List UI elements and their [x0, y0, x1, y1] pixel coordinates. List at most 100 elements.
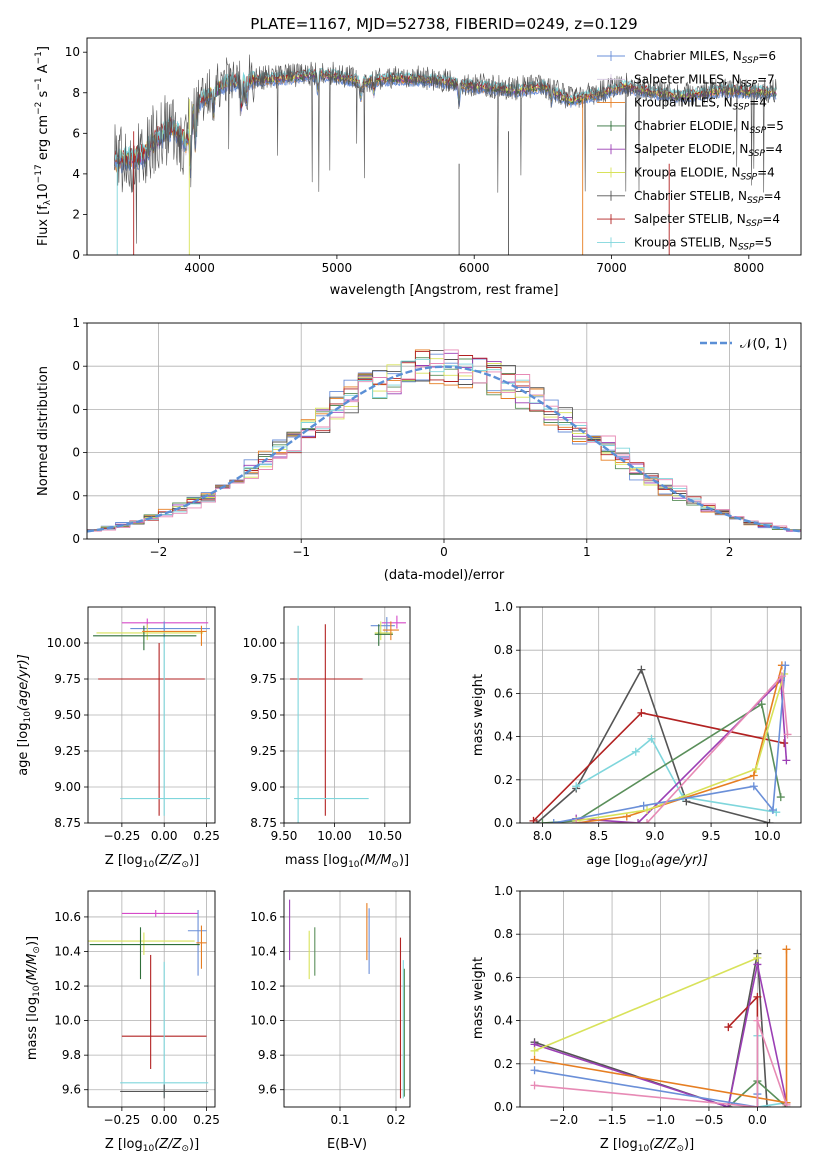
legend-label-4: Salpeter ELODIE, NSSP=4 — [634, 142, 783, 159]
spectrum-legend: Chabrier MILES, NSSP=6 Salpeter MILES, NS… — [597, 49, 784, 252]
mass_weight_vs_age-marker-2-1 — [631, 747, 640, 756]
x-tick-label: 10.0 — [754, 829, 781, 843]
y-tick-label: 0.8 — [494, 927, 513, 941]
mass_weight_vs_Z-marker-8-3 — [782, 1100, 791, 1107]
y-tick-label: 0.4 — [494, 730, 513, 744]
legend-gauss-label: 𝒩(0, 1) — [740, 337, 787, 352]
x-tick-label: 9.0 — [645, 829, 664, 843]
residuals-ylabel: Normed distribution — [36, 366, 51, 496]
mass_weight_vs_age-marker-7-0 — [549, 819, 558, 823]
mass-vs-ebv-axes: 0.1 0.2 9.6 9.8 10.0 10.2 10.4 10.6 — [250, 890, 411, 1127]
mass-weight-vs-Z-plot-area — [520, 891, 801, 1107]
x-tick-label: 10.50 — [368, 829, 402, 843]
y-tick-label: 4 — [72, 167, 80, 181]
mass-weight-vs-Z-axes: −2.0 −1.5 −1.0 −0.5 0.0 0.0 0.2 0.4 0.6 0.8 1.0 — [494, 884, 802, 1127]
mass_weight_vs_age-line-5 — [576, 665, 783, 823]
gaussian-curve — [87, 365, 801, 533]
y-tick-label: 1.0 — [494, 884, 513, 898]
y-tick-label: 9.25 — [250, 744, 277, 758]
y-tick-label: 2 — [72, 207, 80, 221]
age-vs-Z-axes: −0.25 0.00 0.25 8.75 9.00 9.25 9.50 9.75 10.00 — [47, 606, 220, 843]
x-tick-label: 6000 — [459, 261, 490, 275]
x-tick-label: 10.00 — [317, 829, 351, 843]
y-tick-label: 9.8 — [258, 1048, 277, 1062]
spectrum-ylabel: Flux [fλ10−17 erg cm−2 s−1 A−1] — [34, 46, 53, 246]
mass_weight_vs_age-marker-4-1 — [634, 819, 643, 823]
residuals-plot-area — [87, 323, 801, 539]
y-tick-label: 0 — [72, 402, 80, 416]
x-tick-label: 9.5 — [702, 829, 721, 843]
spectrum-axes: 4000 5000 6000 7000 8000 0 2 4 6 8 10 — [65, 37, 802, 275]
spectrum-title: PLATE=1167, MJD=52738, FIBERID=0249, z=0… — [250, 15, 637, 33]
mass-weight-vs-age-axes: 8.0 8.5 9.0 9.5 10.0 0.0 0.2 0.4 0.6 0.8 1.0 — [494, 600, 802, 843]
axes-frame — [87, 890, 216, 1108]
y-tick-label: 0.4 — [494, 1014, 513, 1028]
mass-weight-vs-age-xlabel: age [log10(age/yr)] — [586, 853, 708, 870]
x-tick-label: 0.1 — [330, 1113, 349, 1127]
y-tick-label: 8.75 — [250, 816, 277, 830]
y-tick-label: 10 — [65, 45, 80, 59]
y-tick-label: 8 — [72, 86, 80, 100]
y-tick-label: 10.6 — [250, 910, 277, 924]
y-tick-label: 9.8 — [62, 1048, 81, 1062]
y-tick-label: 10.00 — [47, 636, 81, 650]
mass_weight_vs_age-marker-7-1 — [639, 801, 648, 810]
y-tick-label: 9.6 — [258, 1083, 277, 1097]
age-vs-Z-plot-area — [88, 607, 215, 823]
x-tick-label: −0.5 — [694, 1113, 723, 1127]
mass-vs-ebv-panel: 0.1 0.2 9.6 9.8 10.0 10.2 10.4 10.6 E(B-V) — [250, 890, 411, 1152]
mass-vs-Z-ylabel: mass [log10(M/M⊙)] — [25, 936, 42, 1060]
legend-label-1: Salpeter MILES, NSSP=7 — [634, 72, 775, 89]
y-tick-label: 9.75 — [54, 672, 81, 686]
x-tick-label: 9.50 — [271, 829, 298, 843]
residual-hist-7 — [87, 358, 801, 532]
y-tick-label: 1.0 — [494, 600, 513, 614]
spectrum-series-6 — [114, 54, 777, 244]
x-tick-label: −1.5 — [597, 1113, 626, 1127]
y-tick-label: 0.2 — [494, 773, 513, 787]
x-tick-label: −0.25 — [103, 829, 140, 843]
mass_weight_vs_Z-line-6 — [534, 957, 758, 1052]
mass_weight_vs_age-marker-8-3 — [783, 730, 792, 739]
legend-label-7: Salpeter STELIB, NSSP=4 — [634, 212, 780, 229]
x-tick-label: 0.25 — [193, 829, 220, 843]
mass_weight_vs_age-marker-8-1 — [643, 819, 652, 823]
residuals-legend: 𝒩(0, 1) — [700, 337, 787, 352]
mass-weight-vs-Z-ylabel: mass weight — [471, 957, 486, 1039]
y-tick-label: 0 — [72, 248, 80, 262]
mass_weight_vs_age-marker-1-2 — [780, 739, 789, 748]
mass_weight_vs_Z-marker-6-1 — [753, 953, 762, 962]
y-tick-label: 10.2 — [54, 979, 81, 993]
axes-frame — [283, 890, 411, 1108]
mass_weight_vs_Z-marker-1-1 — [753, 992, 762, 1001]
y-tick-label: 0 — [72, 359, 80, 373]
x-tick-label: 1 — [583, 545, 591, 559]
y-tick-label: 9.25 — [54, 744, 81, 758]
mass-weight-vs-age-ylabel: mass weight — [471, 674, 486, 756]
mass_weight_vs_Z-marker-7-0 — [530, 1066, 539, 1075]
y-tick-label: 10.00 — [243, 636, 277, 650]
age-vs-mass-panel: 9.50 10.00 10.508.759.009.259.509.7510.00 … — [243, 606, 411, 870]
residual-hist-8 — [87, 349, 801, 532]
x-tick-label: −2 — [150, 545, 168, 559]
legend-label-3: Chabrier ELODIE, NSSP=5 — [634, 119, 784, 136]
y-tick-label: 10.0 — [54, 1014, 81, 1028]
mass-weight-vs-Z-panel: −2.0 −1.5 −1.0 −0.5 0.0 0.0 0.2 0.4 0.6 0.8 1.0 Z … — [471, 884, 802, 1154]
y-tick-label: 0 — [72, 489, 80, 503]
mass_weight_vs_age-marker-0-4 — [765, 819, 774, 823]
residuals-panel: −2 −1 0 1 2 0 0 0 0 0 1 (data-model)/error Normed … — [36, 316, 802, 583]
spectrum-panel: PLATE=1167, MJD=52738, FIBERID=0249, z=0… — [34, 15, 802, 298]
axes-frame — [86, 37, 802, 256]
y-tick-label: 9.00 — [54, 780, 81, 794]
mass_weight_vs_Z-line-8 — [534, 1019, 788, 1107]
mass_weight_vs_age-marker-3-0 — [538, 819, 547, 823]
mass_weight_vs_age-marker-0-2 — [637, 665, 646, 674]
mass_weight_vs_Z-marker-0-3 — [763, 1103, 772, 1107]
x-tick-label: 0 — [440, 545, 448, 559]
mass_weight_vs_Z-marker-5-2 — [782, 945, 791, 954]
residuals-axes: −2 −1 0 1 2 0 0 0 0 0 1 — [72, 316, 802, 559]
mass_weight_vs_Z-marker-8-1 — [753, 1103, 762, 1107]
legend-label-5: Kroupa ELODIE, NSSP=4 — [634, 166, 775, 183]
spectrum-plot-area — [114, 54, 777, 255]
x-tick-label: 8000 — [734, 261, 765, 275]
